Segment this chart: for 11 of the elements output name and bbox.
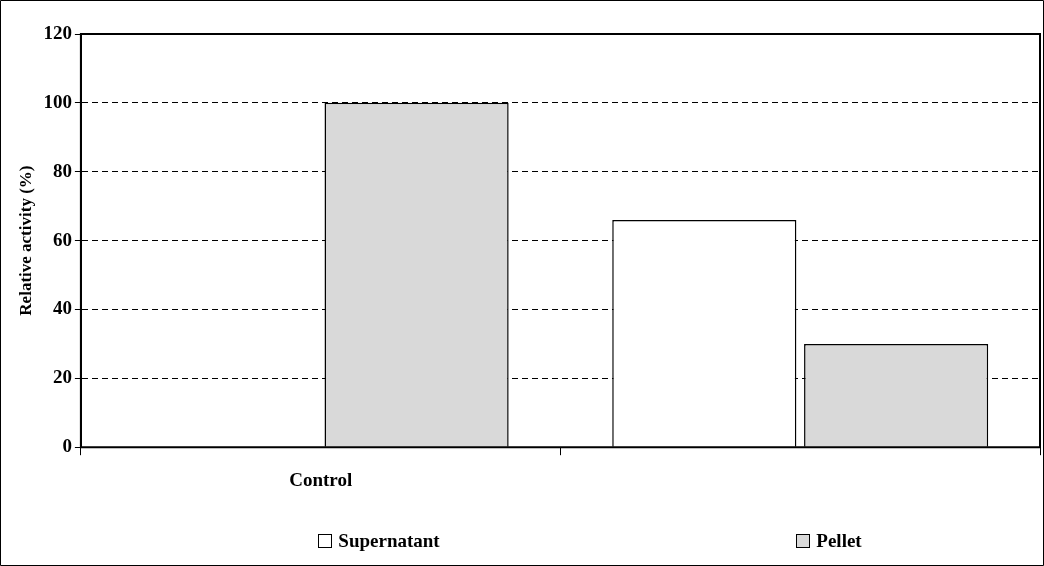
x-tick-label: Control (289, 468, 353, 490)
y-axis-title: Relative activity (%) (15, 165, 35, 316)
y-tick-label: 100 (43, 90, 72, 112)
y-tick-label: 120 (43, 21, 72, 43)
y-tick-label: 20 (52, 366, 72, 388)
legend-label: Supernatant (338, 530, 440, 552)
y-tick-label: 40 (52, 297, 72, 319)
y-tick-label: 80 (52, 159, 72, 181)
y-tick-label: 0 (62, 435, 72, 457)
y-tick-label: 60 (52, 228, 72, 250)
legend-label: Pellet (816, 530, 862, 552)
